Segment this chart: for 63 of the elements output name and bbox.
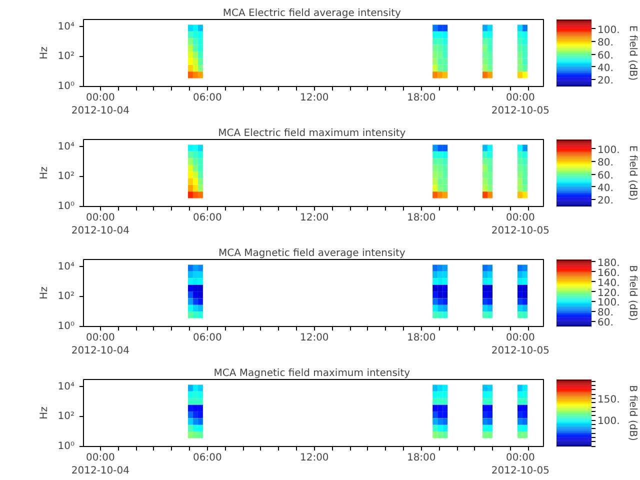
- x-tick-label: 12:00: [300, 332, 329, 344]
- y-tick-label: 10⁴: [58, 141, 74, 152]
- y-axis-title: Hz: [38, 406, 50, 420]
- color-bar-label: 80.: [598, 308, 614, 319]
- color-bar-label: 120.: [598, 288, 620, 299]
- color-bar-label: 40.: [598, 182, 614, 194]
- color-bar-label: 100.: [598, 144, 620, 156]
- x-tick-label: 00:00 2012-10-05: [491, 452, 550, 477]
- color-bar-label: 80.: [598, 158, 614, 169]
- x-tick-label: 00:00 2012-10-05: [491, 92, 550, 117]
- y-tick-label: 10²: [58, 291, 74, 302]
- color-bar-label: 100.: [598, 416, 620, 428]
- color-bar-label: 80.: [598, 38, 614, 49]
- color-bar-label: 60.: [598, 318, 614, 329]
- x-tick-label: 00:00 2012-10-05: [491, 212, 550, 237]
- y-axis-title: Hz: [38, 46, 50, 60]
- chart-title: MCA Magnetic field average intensity: [218, 248, 406, 259]
- x-tick-label: 06:00: [193, 92, 222, 104]
- x-tick-label: 00:00 2012-10-04: [71, 92, 130, 117]
- x-tick-label: 00:00 2012-10-05: [491, 332, 550, 357]
- color-bar-label: 160.: [598, 268, 620, 279]
- y-axis-title: Hz: [38, 166, 50, 180]
- y-tick-label: 10⁰: [58, 201, 74, 212]
- y-tick-label: 10⁰: [58, 441, 74, 452]
- color-bar-label: 20.: [598, 196, 614, 207]
- x-tick-label: 12:00: [300, 452, 329, 464]
- color-bar-title: B field (dB): [626, 385, 638, 441]
- x-tick-label: 00:00 2012-10-04: [71, 452, 130, 477]
- color-bar-label: 60.: [598, 50, 614, 62]
- color-bar-label: 20.: [598, 76, 614, 87]
- y-tick-label: 10⁴: [58, 261, 74, 272]
- y-tick-label: 10²: [58, 411, 74, 422]
- y-tick-label: 10⁴: [58, 21, 74, 32]
- x-tick-label: 18:00: [406, 332, 436, 344]
- x-tick-label: 12:00: [300, 212, 329, 224]
- y-tick-label: 10²: [58, 171, 74, 182]
- color-bar-title: E field (dB): [626, 25, 638, 81]
- y-tick-label: 10⁰: [58, 81, 74, 92]
- x-tick-label: 18:00: [406, 212, 436, 224]
- x-tick-label: 18:00: [406, 92, 436, 104]
- x-tick-label: 00:00 2012-10-04: [71, 332, 130, 357]
- color-bar-title: E field (dB): [626, 145, 638, 201]
- x-tick-label: 12:00: [300, 92, 329, 104]
- chart-title: MCA Electric field maximum intensity: [218, 128, 406, 139]
- color-bar-label: 100.: [598, 24, 620, 36]
- y-axis-title: Hz: [38, 286, 50, 300]
- x-tick-label: 06:00: [193, 212, 222, 224]
- color-bar-label: 40.: [598, 62, 614, 74]
- color-bar-label: 60.: [598, 170, 614, 182]
- y-tick-label: 10²: [58, 51, 74, 62]
- x-tick-label: 06:00: [193, 452, 222, 464]
- y-tick-label: 10⁴: [58, 381, 74, 392]
- x-tick-label: 06:00: [193, 332, 222, 344]
- color-bar-label: 140.: [598, 278, 620, 289]
- y-tick-label: 10⁰: [58, 321, 74, 332]
- color-bar-title: B field (dB): [626, 265, 638, 321]
- x-tick-label: 18:00: [406, 452, 436, 464]
- color-bar-label: 100.: [598, 298, 620, 309]
- chart-title: MCA Magnetic field maximum intensity: [214, 368, 410, 379]
- chart-title: MCA Electric field average intensity: [222, 8, 402, 19]
- color-bar-label: 180.: [598, 258, 620, 269]
- x-tick-label: 00:00 2012-10-04: [71, 212, 130, 237]
- color-bar-label: 150.: [598, 394, 620, 406]
